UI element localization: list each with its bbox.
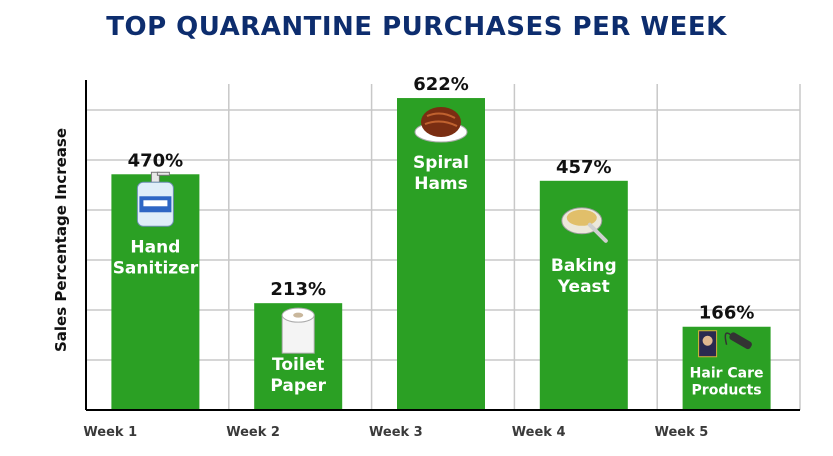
baking-yeast-icon	[561, 207, 608, 243]
bars	[111, 98, 771, 410]
hair-care-icon	[698, 330, 752, 358]
value-label: 622%	[413, 74, 469, 95]
bar-label: Hand	[130, 237, 180, 257]
bar	[397, 98, 485, 410]
bar-label: Hair Care	[690, 366, 764, 382]
x-tick-label: Week 1	[83, 425, 137, 440]
x-tick-label: Week 4	[512, 425, 566, 440]
bar-label: Hams	[414, 174, 468, 194]
value-label: 213%	[270, 279, 326, 300]
x-tick-label: Week 3	[369, 425, 423, 440]
value-label: 470%	[128, 150, 184, 171]
bar-label: Toilet	[272, 355, 324, 375]
x-tick-label: Week 2	[226, 425, 280, 440]
toilet-paper-icon	[281, 307, 315, 354]
bar-icons	[136, 107, 752, 358]
value-label: 457%	[556, 157, 612, 178]
bar-label: Spiral	[413, 153, 469, 173]
axes	[85, 80, 800, 411]
bar-label: Sanitizer	[113, 258, 199, 278]
bar-label: Yeast	[557, 277, 610, 297]
bar	[682, 326, 771, 410]
value-label: 166%	[699, 303, 755, 324]
bar-label: Baking	[551, 256, 617, 276]
bar-label: Products	[692, 383, 762, 399]
bar-label: Paper	[270, 376, 326, 396]
hand-sanitizer-icon	[136, 171, 174, 227]
spiral-ham-icon	[414, 107, 468, 143]
chart-title: TOP QUARANTINE PURCHASES PER WEEK	[106, 12, 727, 42]
x-tick-label: Week 5	[655, 425, 709, 440]
